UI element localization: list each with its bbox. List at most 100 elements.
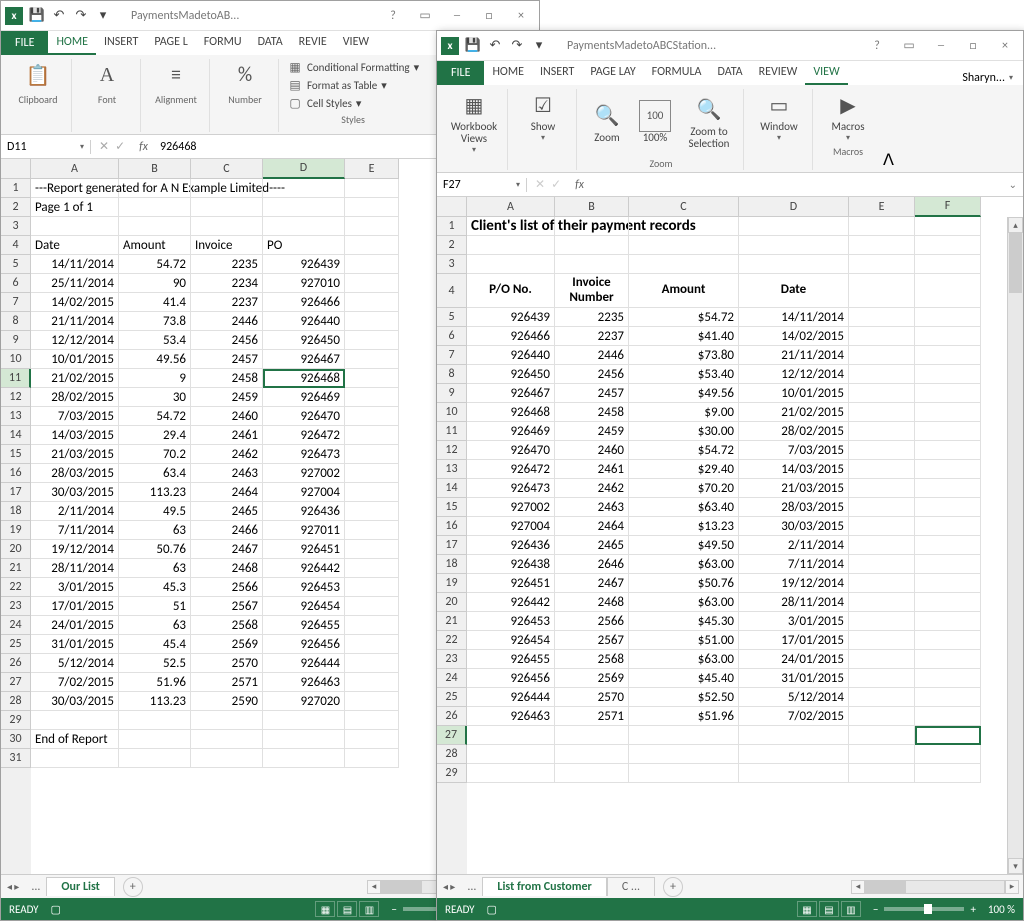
file-tab[interactable]: FILE [1, 31, 48, 55]
cell[interactable]: 926454 [263, 597, 345, 616]
cell[interactable]: $49.50 [629, 536, 739, 555]
cell[interactable] [191, 730, 263, 749]
ribbon-tab-home[interactable]: HOME [484, 61, 532, 85]
cell[interactable]: 17/01/2015 [739, 631, 849, 650]
font-button[interactable]: A [80, 59, 134, 91]
cell[interactable]: 49.56 [119, 350, 191, 369]
cell[interactable]: 2567 [555, 631, 629, 650]
macro-record-icon[interactable]: ▢ [487, 903, 497, 916]
cell[interactable]: 21/11/2014 [739, 346, 849, 365]
ribbon-tab-formula[interactable]: FORMULA [644, 61, 710, 85]
cell[interactable]: 63 [119, 559, 191, 578]
cell[interactable]: ---Report generated for A N Example Limi… [31, 179, 119, 198]
cell[interactable] [345, 198, 399, 217]
cell[interactable]: 51.96 [119, 673, 191, 692]
cell[interactable]: 2571 [555, 707, 629, 726]
cell[interactable]: 2571 [191, 673, 263, 692]
workbook-views-button[interactable]: ▦Workbook Views▾ [447, 89, 501, 155]
cell[interactable] [345, 711, 399, 730]
hscroll-left[interactable]: ◂ [367, 880, 381, 894]
ribbon-tab-review[interactable]: REVIEW [751, 61, 806, 85]
cell[interactable]: 2237 [555, 327, 629, 346]
cell[interactable]: 63.4 [119, 464, 191, 483]
cell[interactable]: Page 1 of 1 [31, 198, 119, 217]
row-header-22[interactable]: 22 [437, 631, 467, 650]
cell[interactable]: 28/02/2015 [739, 422, 849, 441]
name-box[interactable]: F27▾ [437, 178, 527, 192]
cell[interactable] [849, 479, 915, 498]
cell[interactable]: 21/03/2015 [31, 445, 119, 464]
qat-more-icon[interactable]: ▾ [531, 38, 547, 54]
cell[interactable]: 19/12/2014 [31, 540, 119, 559]
cell[interactable]: 3/01/2015 [739, 612, 849, 631]
cell[interactable] [849, 236, 915, 255]
page-break-view-button[interactable]: ▥ [359, 901, 379, 917]
cell[interactable]: 50.76 [119, 540, 191, 559]
cell[interactable]: 2569 [191, 635, 263, 654]
cell[interactable]: 113.23 [119, 483, 191, 502]
cell[interactable]: 2457 [555, 384, 629, 403]
cell[interactable] [345, 635, 399, 654]
name-box[interactable]: D11▾ [1, 140, 91, 154]
cell[interactable] [849, 346, 915, 365]
row-header-6[interactable]: 6 [437, 327, 467, 346]
row-header-18[interactable]: 18 [1, 502, 31, 521]
cell[interactable] [915, 236, 981, 255]
cell[interactable]: 12/12/2014 [31, 331, 119, 350]
cell[interactable]: 926455 [467, 650, 555, 669]
row-header-3[interactable]: 3 [1, 217, 31, 236]
cell[interactable] [467, 726, 555, 745]
hscroll-right[interactable]: ▸ [1005, 880, 1019, 894]
cell[interactable] [849, 707, 915, 726]
cell[interactable] [915, 764, 981, 783]
cell[interactable]: End of Report [31, 730, 119, 749]
redo-icon[interactable]: ↷ [509, 38, 525, 54]
cell[interactable] [345, 426, 399, 445]
row-header-7[interactable]: 7 [1, 293, 31, 312]
ribbon-tab-insert[interactable]: INSERT [96, 31, 146, 55]
cell[interactable]: 12/12/2014 [739, 365, 849, 384]
cell[interactable]: 927020 [263, 692, 345, 711]
cell[interactable] [345, 293, 399, 312]
cell[interactable]: 17/01/2015 [31, 597, 119, 616]
cell[interactable]: 2/11/2014 [739, 536, 849, 555]
cell[interactable] [915, 593, 981, 612]
cell[interactable]: 926439 [467, 308, 555, 327]
conditional-formatting-button[interactable]: ▦Conditional Formatting ▾ [287, 59, 419, 75]
ribbon-tab-insert[interactable]: INSERT [532, 61, 582, 85]
cell[interactable] [629, 764, 739, 783]
cell[interactable]: $49.56 [629, 384, 739, 403]
row-header-25[interactable]: 25 [437, 688, 467, 707]
col-header-B[interactable]: B [555, 197, 629, 217]
row-header-1[interactable]: 1 [437, 217, 467, 236]
cell[interactable] [739, 236, 849, 255]
row-header-16[interactable]: 16 [1, 464, 31, 483]
cell[interactable]: 2456 [555, 365, 629, 384]
cell[interactable]: 926440 [467, 346, 555, 365]
sheet-tab-active[interactable]: Our List [46, 877, 114, 896]
ribbon-tab-home[interactable]: HOME [48, 31, 96, 55]
row-header-13[interactable]: 13 [1, 407, 31, 426]
row-header-19[interactable]: 19 [1, 521, 31, 540]
cell[interactable]: 926450 [263, 331, 345, 350]
cell[interactable]: 24/01/2015 [31, 616, 119, 635]
cell[interactable]: Date [31, 236, 119, 255]
cell[interactable]: 2458 [555, 403, 629, 422]
cell[interactable]: 926469 [263, 388, 345, 407]
row-header-31[interactable]: 31 [1, 749, 31, 768]
cell[interactable]: $51.00 [629, 631, 739, 650]
cell[interactable]: 926463 [467, 707, 555, 726]
cell[interactable] [849, 612, 915, 631]
cell[interactable]: Invoice Number [555, 274, 629, 308]
cell[interactable] [119, 217, 191, 236]
col-header-C[interactable]: C [629, 197, 739, 217]
cell[interactable]: 41.4 [119, 293, 191, 312]
cell[interactable]: 25/11/2014 [31, 274, 119, 293]
cell[interactable]: 926469 [467, 422, 555, 441]
cell[interactable]: Amount [629, 274, 739, 308]
cell[interactable]: 926454 [467, 631, 555, 650]
cell[interactable]: $45.40 [629, 669, 739, 688]
cell[interactable] [629, 726, 739, 745]
sheet-nav-prev[interactable]: ◂ ▸ [1, 880, 25, 893]
cell[interactable]: 14/02/2015 [31, 293, 119, 312]
